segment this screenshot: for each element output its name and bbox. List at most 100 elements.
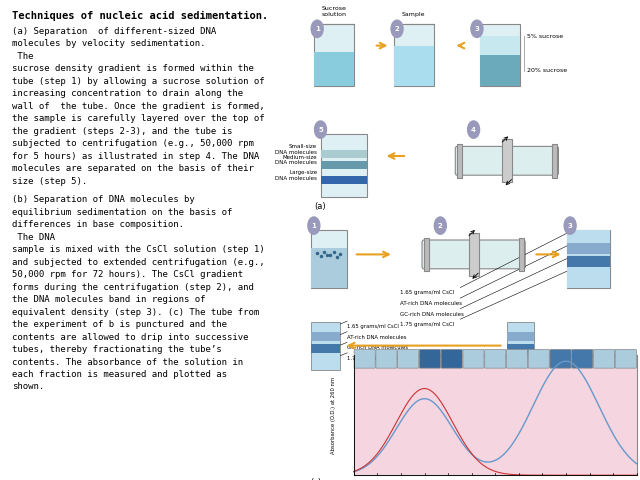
Text: Sample: Sample <box>402 12 426 17</box>
FancyBboxPatch shape <box>507 322 534 370</box>
FancyBboxPatch shape <box>572 349 593 368</box>
Bar <box>567 243 610 253</box>
FancyBboxPatch shape <box>506 349 527 368</box>
Text: sucrose density gradient is formed within the: sucrose density gradient is formed withi… <box>12 64 254 73</box>
Bar <box>507 344 534 353</box>
Bar <box>457 144 462 178</box>
Text: subjected to centrifugation (e.g., 50,000 rpm: subjected to centrifugation (e.g., 50,00… <box>12 139 254 148</box>
FancyBboxPatch shape <box>528 349 549 368</box>
Text: sample is mixed with the CsCl solution (step 1): sample is mixed with the CsCl solution (… <box>12 245 265 254</box>
Bar <box>310 332 340 341</box>
Text: 5: 5 <box>318 127 323 132</box>
Text: Techniques of nucleic acid sedimentation.: Techniques of nucleic acid sedimentation… <box>12 11 269 21</box>
Text: the experiment of b is punctured and the: the experiment of b is punctured and the <box>12 320 227 329</box>
Text: forms during the centrifugation (step 2), and: forms during the centrifugation (step 2)… <box>12 283 254 292</box>
Text: tubes, thereby fractionating the tube’s: tubes, thereby fractionating the tube’s <box>12 345 222 354</box>
Text: Sucrose
solution: Sucrose solution <box>321 6 346 17</box>
Bar <box>314 52 354 86</box>
Text: 1: 1 <box>312 223 316 228</box>
Circle shape <box>471 20 483 37</box>
FancyBboxPatch shape <box>567 230 610 288</box>
Text: 3: 3 <box>474 26 479 32</box>
Text: The DNA: The DNA <box>12 233 55 242</box>
FancyBboxPatch shape <box>455 146 559 175</box>
FancyBboxPatch shape <box>422 240 525 269</box>
Text: 50,000 rpm for 72 hours). The CsCl gradient: 50,000 rpm for 72 hours). The CsCl gradi… <box>12 270 243 279</box>
FancyBboxPatch shape <box>310 322 340 370</box>
Bar <box>552 144 557 178</box>
FancyBboxPatch shape <box>394 24 434 86</box>
Bar <box>321 176 367 184</box>
Text: 1: 1 <box>315 26 319 32</box>
Text: AT-rich DNA molecules: AT-rich DNA molecules <box>401 301 462 306</box>
Text: increasing concentration to drain along the: increasing concentration to drain along … <box>12 89 243 98</box>
Text: contents. The absorbance of the solution in: contents. The absorbance of the solution… <box>12 358 243 367</box>
Circle shape <box>308 217 320 234</box>
Text: equivalent density (step 3). (c) The tube from: equivalent density (step 3). (c) The tub… <box>12 308 260 317</box>
FancyBboxPatch shape <box>480 24 520 86</box>
Text: GC-rich DNA molecules: GC-rich DNA molecules <box>347 345 408 350</box>
Bar <box>321 161 367 169</box>
Text: 2: 2 <box>438 223 443 228</box>
Text: the sample is carefully layered over the top of: the sample is carefully layered over the… <box>12 114 265 123</box>
Circle shape <box>314 121 326 138</box>
FancyBboxPatch shape <box>484 349 506 368</box>
Text: AT-rich DNA molecules: AT-rich DNA molecules <box>347 335 406 339</box>
Text: Medium-size
DNA molecules: Medium-size DNA molecules <box>275 155 317 166</box>
Bar <box>507 332 534 341</box>
Text: (c): (c) <box>310 478 322 480</box>
Bar <box>468 233 479 276</box>
FancyBboxPatch shape <box>310 230 347 288</box>
Text: for 5 hours) as illustrated in step 4. The DNA: for 5 hours) as illustrated in step 4. T… <box>12 152 260 161</box>
Text: Large-size
DNA molecules: Large-size DNA molecules <box>275 170 317 181</box>
Text: tube (step 1) by allowing a sucrose solution of: tube (step 1) by allowing a sucrose solu… <box>12 77 265 86</box>
Text: 3: 3 <box>568 223 573 228</box>
Text: 4: 4 <box>471 127 476 132</box>
FancyBboxPatch shape <box>419 349 440 368</box>
Text: molecules are separated on the basis of their: molecules are separated on the basis of … <box>12 164 254 173</box>
Text: wall of  the tube. Once the gradient is formed,: wall of the tube. Once the gradient is f… <box>12 102 265 111</box>
FancyBboxPatch shape <box>321 134 367 197</box>
Bar <box>321 150 367 158</box>
Text: (b): (b) <box>310 333 323 342</box>
Text: 5% sucrose: 5% sucrose <box>527 34 563 39</box>
Bar <box>567 230 610 288</box>
Text: 1.65 grams/ml CsCl: 1.65 grams/ml CsCl <box>401 290 454 295</box>
Bar <box>354 355 637 475</box>
Text: 1.75 grams/ml CsCl: 1.75 grams/ml CsCl <box>347 356 399 360</box>
Bar <box>310 248 347 288</box>
Circle shape <box>311 20 323 37</box>
Bar <box>567 256 610 267</box>
Text: contents are allowed to drip into successive: contents are allowed to drip into succes… <box>12 333 249 342</box>
Text: the gradient (steps 2-3), and the tube is: the gradient (steps 2-3), and the tube i… <box>12 127 233 136</box>
Text: each fraction is measured and plotted as: each fraction is measured and plotted as <box>12 370 227 379</box>
Bar <box>518 238 524 271</box>
Text: 20% sucrose: 20% sucrose <box>527 68 567 73</box>
Text: GC-rich DNA molecules: GC-rich DNA molecules <box>401 312 464 316</box>
Bar <box>310 344 340 353</box>
Text: Absorbance (O.D.) at 260 nm: Absorbance (O.D.) at 260 nm <box>332 377 337 454</box>
Text: molecules by velocity sedimentation.: molecules by velocity sedimentation. <box>12 39 206 48</box>
Circle shape <box>391 20 403 37</box>
FancyBboxPatch shape <box>550 349 571 368</box>
Text: (b) Separation of DNA molecules by: (b) Separation of DNA molecules by <box>12 195 195 204</box>
Text: size (step 5).: size (step 5). <box>12 177 88 186</box>
Text: shown.: shown. <box>12 383 45 392</box>
Bar <box>480 55 520 86</box>
Text: equilibrium sedimentation on the basis of: equilibrium sedimentation on the basis o… <box>12 208 233 217</box>
Bar <box>502 139 512 182</box>
FancyBboxPatch shape <box>463 349 484 368</box>
FancyBboxPatch shape <box>593 349 614 368</box>
Bar <box>394 46 434 86</box>
FancyBboxPatch shape <box>354 349 375 368</box>
FancyBboxPatch shape <box>615 349 636 368</box>
Circle shape <box>468 121 479 138</box>
Text: Small-size
DNA molecules: Small-size DNA molecules <box>275 144 317 155</box>
FancyBboxPatch shape <box>397 349 419 368</box>
Bar <box>480 36 520 55</box>
Text: (a): (a) <box>314 202 326 211</box>
Text: the DNA molecules band in regions of: the DNA molecules band in regions of <box>12 295 206 304</box>
Text: 1.65 grams/ml CsCl: 1.65 grams/ml CsCl <box>347 324 399 329</box>
Text: 2: 2 <box>395 26 399 32</box>
Circle shape <box>435 217 446 234</box>
